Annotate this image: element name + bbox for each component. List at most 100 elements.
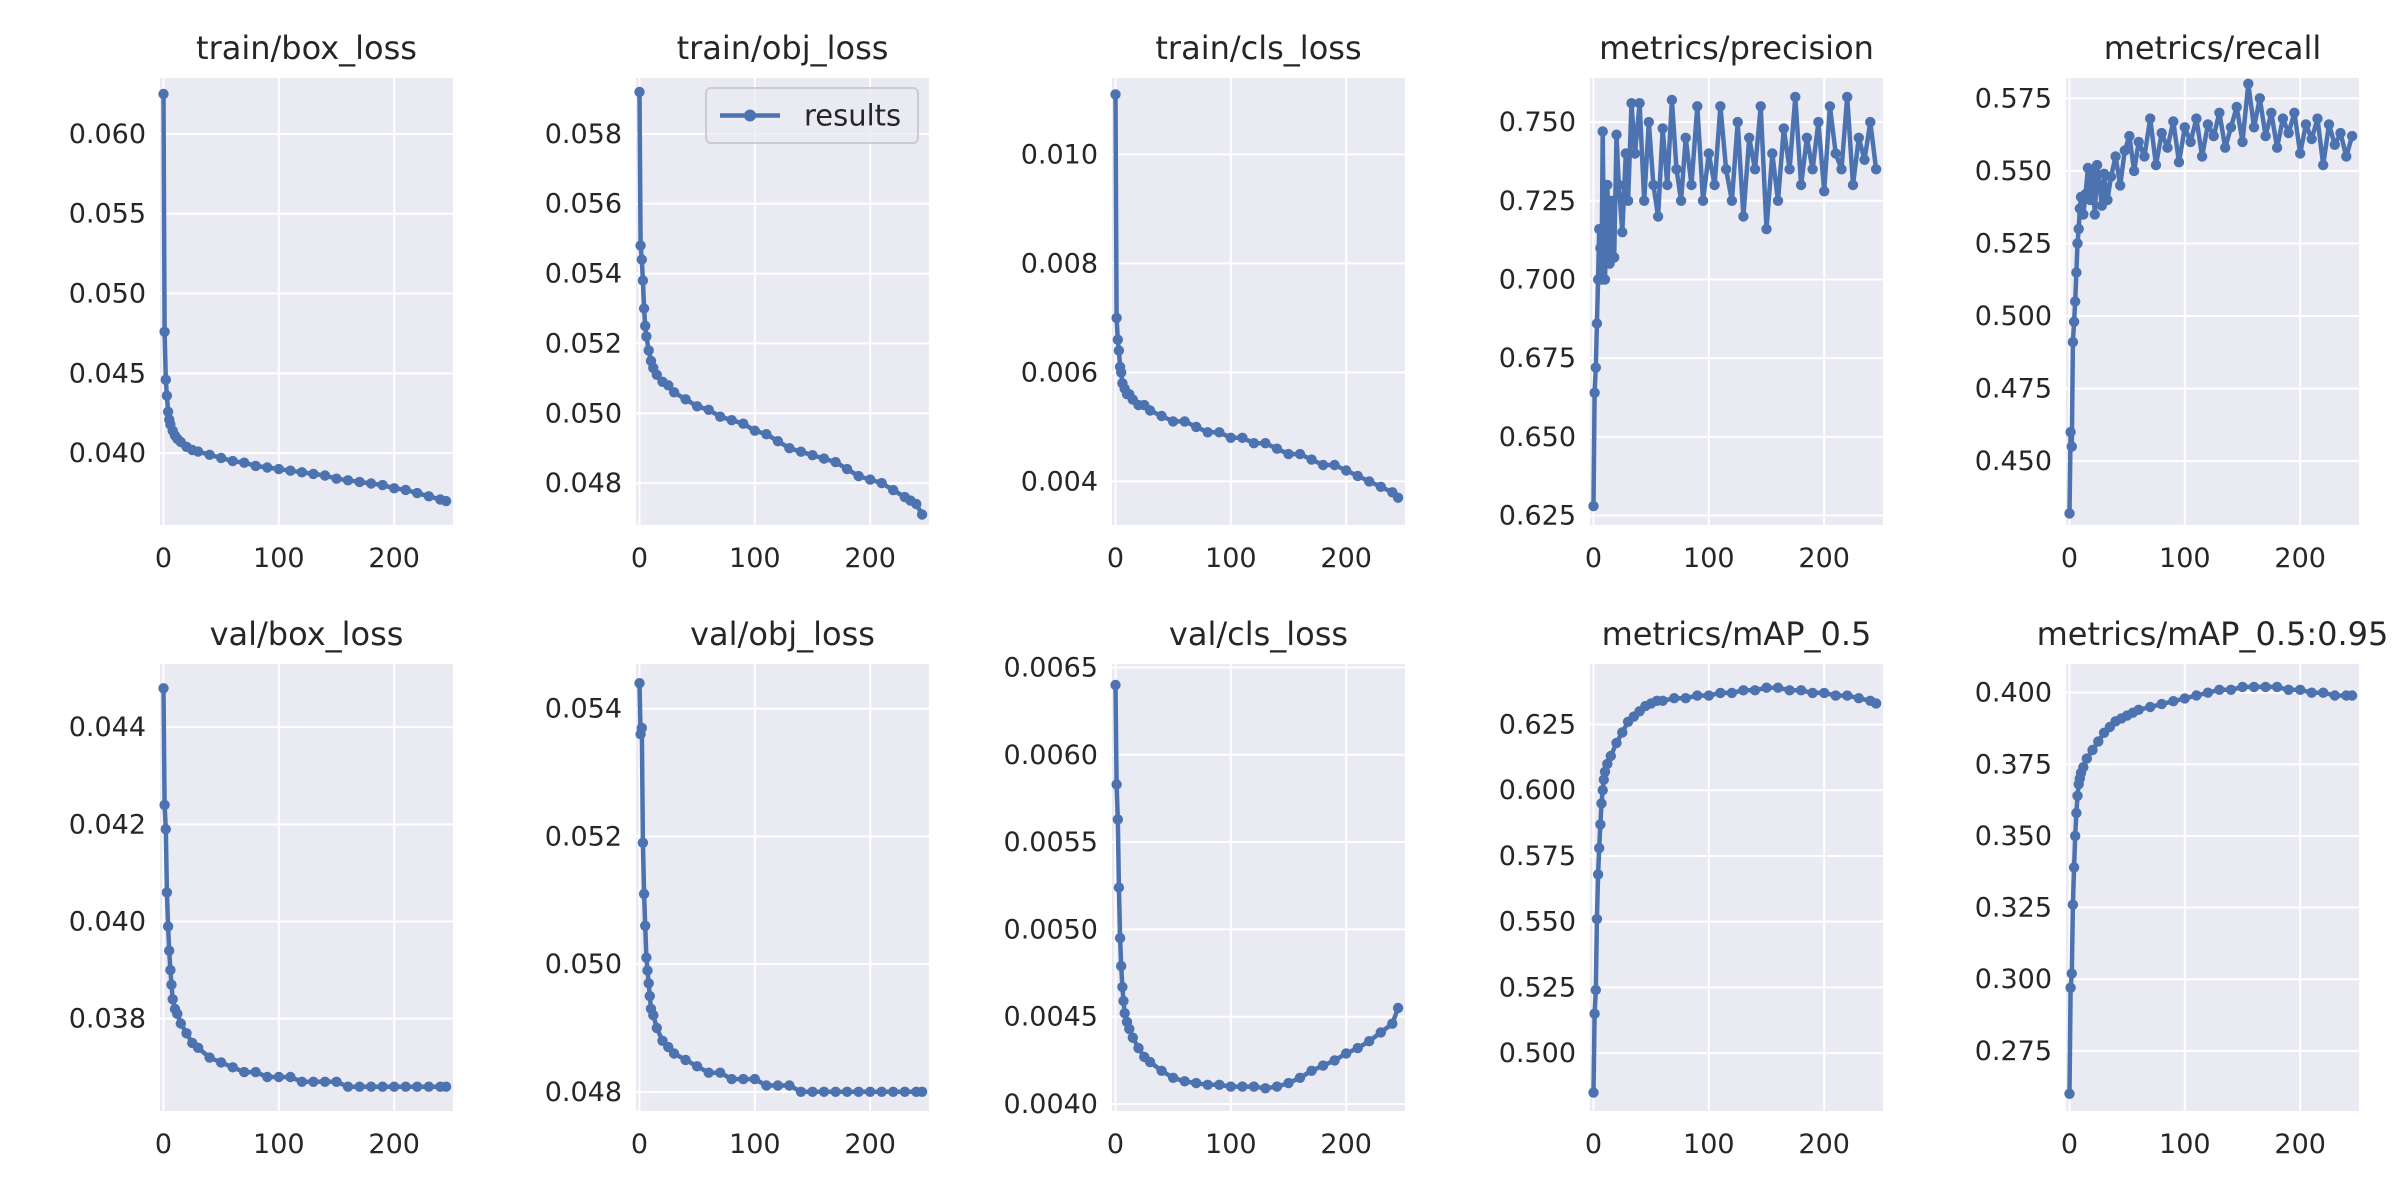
data-point [1202, 427, 1213, 438]
data-point [772, 436, 784, 447]
data-point [643, 978, 654, 989]
data-point [172, 1008, 183, 1019]
data-point [726, 1073, 737, 1085]
data-point [1191, 1077, 1202, 1089]
y-tick-label: 0.006 [1021, 357, 1098, 388]
y-tick-label: 0.325 [1975, 893, 2052, 924]
data-point [1643, 116, 1655, 128]
y-tick-label: 0.675 [1499, 343, 1576, 374]
x-tick-label: 200 [2274, 1129, 2326, 1160]
data-point [1283, 1077, 1294, 1089]
subplot-title: val/cls_loss [1169, 615, 1348, 653]
data-point [1119, 1008, 1130, 1019]
data-point [2329, 690, 2340, 701]
data-point [308, 1076, 319, 1088]
data-point [640, 320, 651, 332]
data-point [2318, 687, 2329, 698]
data-point [1675, 195, 1687, 206]
y-tick-label: 0.725 [1499, 186, 1576, 217]
x-tick-label: 100 [1205, 543, 1257, 574]
x-tick-label: 0 [631, 1129, 648, 1160]
data-point [2081, 753, 2092, 764]
x-tick-label: 200 [844, 1129, 896, 1160]
data-point [1191, 421, 1202, 433]
plot-area [160, 664, 453, 1111]
data-point [2346, 130, 2358, 142]
data-point [1248, 438, 1260, 449]
data-point [2093, 736, 2104, 747]
data-point [2243, 78, 2254, 90]
data-point [644, 990, 655, 1002]
data-point [285, 465, 296, 476]
y-tick-label: 0.350 [1975, 821, 2052, 852]
y-tick-label: 0.0050 [1004, 914, 1098, 945]
data-point [1375, 481, 1387, 492]
subplot-title: metrics/recall [2104, 29, 2322, 67]
x-tick-label: 100 [729, 1129, 781, 1160]
data-point [637, 275, 649, 286]
plot-area [2066, 78, 2359, 525]
data-point [1124, 1023, 1135, 1035]
data-point [2145, 113, 2156, 124]
data-point [1842, 690, 1853, 701]
data-point [2128, 165, 2140, 177]
data-point [1795, 685, 1807, 696]
data-point [680, 1054, 691, 1066]
y-tick-label: 0.045 [69, 358, 146, 389]
data-point [1755, 101, 1766, 112]
data-point [308, 468, 319, 480]
data-point [830, 456, 841, 468]
x-tick-label: 100 [253, 543, 305, 574]
data-point [2202, 119, 2214, 130]
x-tick-label: 0 [2061, 543, 2078, 574]
data-point [1598, 227, 1610, 238]
data-point [215, 1057, 227, 1068]
data-point [1375, 1027, 1387, 1038]
data-point [1594, 842, 1605, 854]
subplot-title: train/box_loss [196, 29, 417, 67]
data-point [916, 1086, 928, 1098]
data-point [1819, 687, 1830, 699]
data-point [2073, 223, 2084, 235]
y-tick-label: 0.060 [69, 119, 146, 150]
data-point [164, 945, 175, 956]
y-tick-label: 0.550 [1499, 907, 1576, 938]
data-point [703, 1067, 714, 1078]
x-tick-label: 0 [155, 543, 172, 574]
data-point [331, 1076, 342, 1088]
data-point [1657, 695, 1668, 706]
data-point [1114, 932, 1126, 944]
data-point [668, 1048, 680, 1059]
y-tick-label: 0.525 [1975, 228, 2052, 259]
data-point [1813, 116, 1824, 128]
data-point [1588, 500, 1599, 512]
data-point [1590, 362, 1602, 373]
data-point [165, 964, 176, 976]
data-point [1605, 750, 1617, 762]
y-tick-label: 0.010 [1021, 139, 1098, 170]
data-point [1294, 1072, 1306, 1084]
data-point [1329, 1055, 1340, 1066]
subplot-title: metrics/precision [1599, 29, 1874, 67]
y-tick-label: 0.044 [69, 712, 146, 743]
data-point [192, 446, 204, 457]
data-point [1629, 148, 1641, 159]
data-point [2078, 209, 2089, 220]
data-point [807, 1086, 818, 1098]
data-point [1749, 164, 1761, 175]
data-point [680, 394, 691, 405]
data-point [1294, 448, 1306, 460]
data-point [1613, 179, 1625, 191]
data-point [1870, 698, 1882, 709]
data-point [1597, 126, 1608, 137]
data-point [250, 1066, 261, 1078]
data-point [2277, 113, 2289, 124]
subplot-title: train/obj_loss [677, 29, 889, 67]
data-point [916, 509, 928, 520]
data-point [1592, 869, 1604, 880]
x-tick-label: 200 [1320, 1129, 1372, 1160]
data-point [703, 404, 714, 415]
data-point [772, 1080, 784, 1091]
x-tick-label: 200 [1798, 543, 1850, 574]
subplot-4: 0.450 0.475 0.500 0.525 0.550 0.575 0 100 200 met… [1975, 29, 2359, 574]
